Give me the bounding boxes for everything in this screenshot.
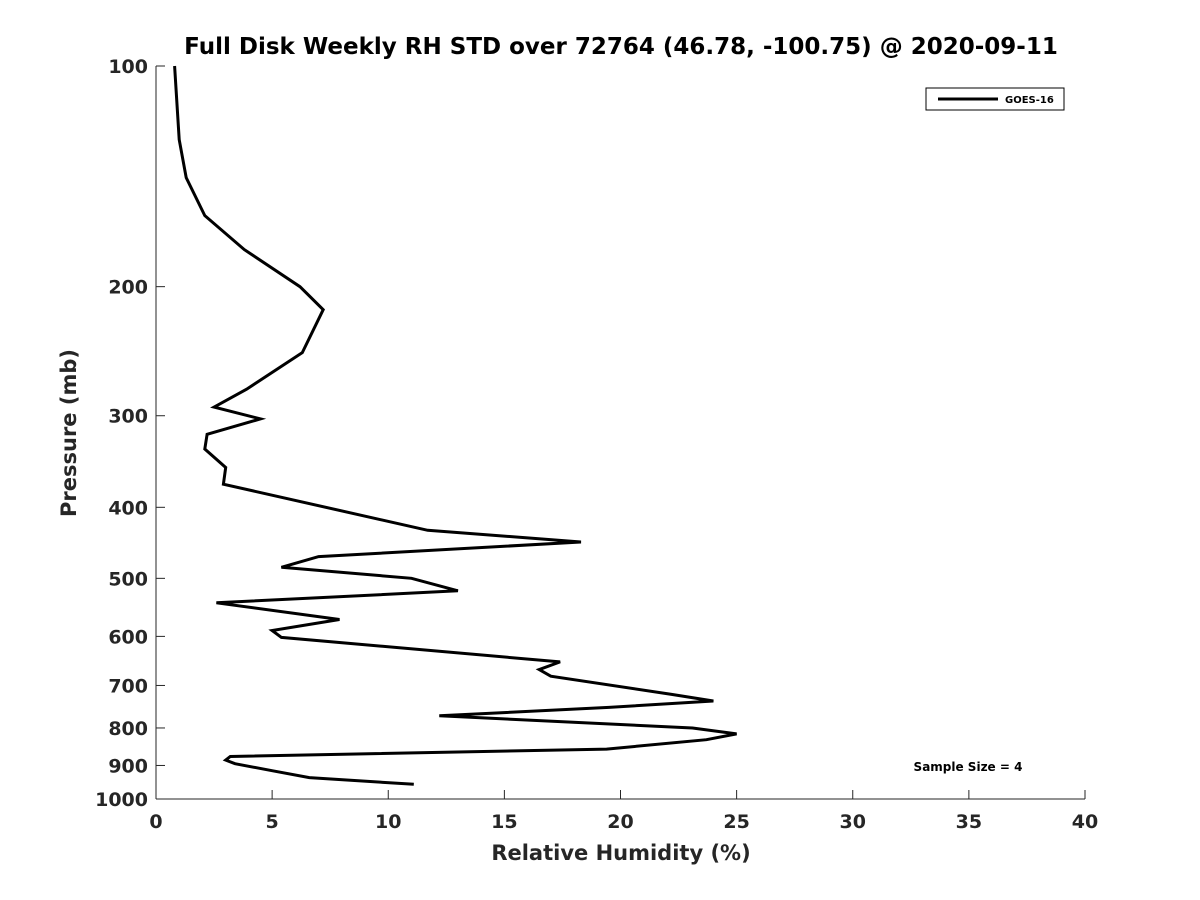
x-tick-label: 25 (723, 811, 749, 833)
y-tick-label: 400 (108, 497, 148, 519)
plot-area (155, 65, 1085, 800)
y-tick-label: 100 (108, 56, 148, 78)
y-tick-label: 800 (108, 718, 148, 740)
x-tick-label: 15 (491, 811, 517, 833)
x-tick-label: 20 (607, 811, 633, 833)
x-axis-label: Relative Humidity (%) (491, 841, 750, 865)
series-line-goes-16 (173, 65, 737, 786)
chart-title: Full Disk Weekly RH STD over 72764 (46.7… (184, 34, 1058, 60)
y-tick-label: 900 (108, 755, 148, 777)
x-tick-label: 30 (840, 811, 866, 833)
y-tick-label: 500 (108, 568, 148, 590)
legend-entry-label: GOES-16 (1005, 95, 1054, 106)
x-tick-label: 0 (149, 811, 162, 833)
y-tick-label: 700 (108, 675, 148, 697)
y-axis-ticks: 100 200 300 400 500 600 700 800 900 1000 (95, 56, 165, 811)
y-tick-label: 200 (108, 277, 148, 299)
x-tick-label: 5 (266, 811, 279, 833)
y-axis-label: Pressure (mb) (57, 349, 81, 517)
x-tick-label: 40 (1072, 811, 1098, 833)
y-tick-label: 600 (108, 626, 148, 648)
x-tick-label: 35 (956, 811, 982, 833)
sample-size-annotation: Sample Size = 4 (914, 760, 1023, 774)
y-tick-label: 1000 (95, 789, 148, 811)
y-tick-label: 300 (108, 406, 148, 428)
x-tick-label: 10 (375, 811, 401, 833)
x-axis-ticks: 0 5 10 15 20 25 30 35 40 (149, 790, 1098, 833)
legend: GOES-16 (925, 87, 1065, 111)
